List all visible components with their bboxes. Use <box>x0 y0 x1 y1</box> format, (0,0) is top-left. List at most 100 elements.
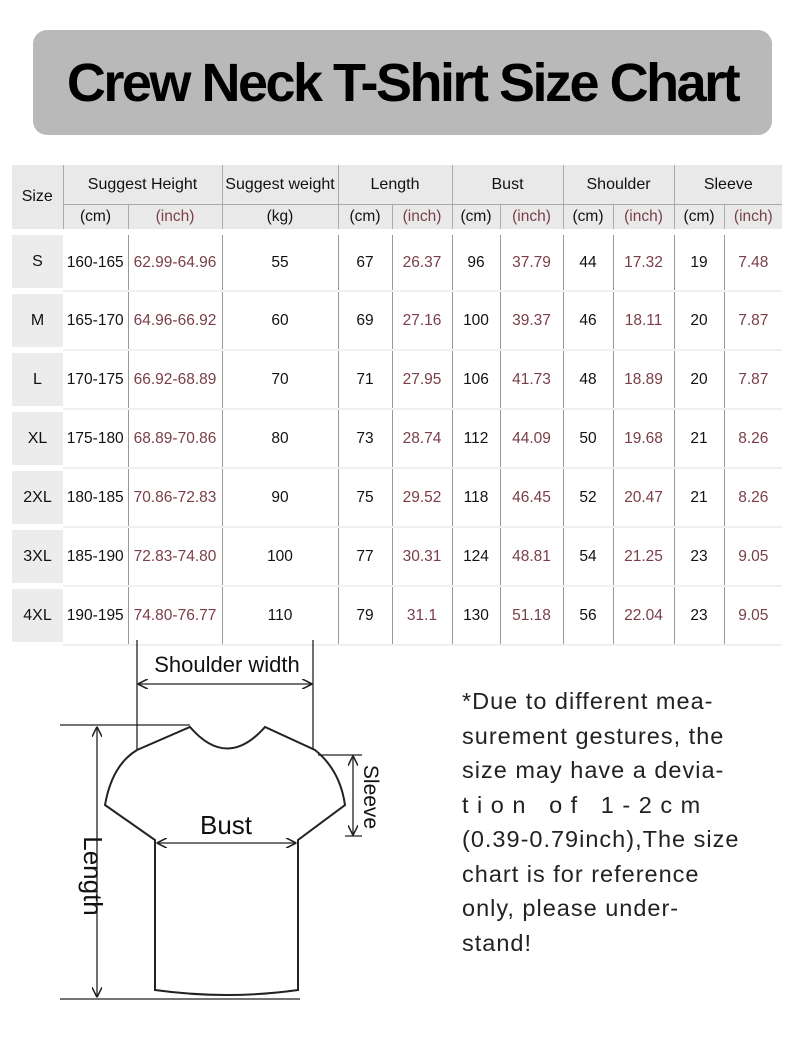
header-sleeve: Sleeve <box>674 165 783 205</box>
note-line: size may have a devia- <box>462 757 725 783</box>
value-cell: 175-180 <box>63 409 129 469</box>
value-cell: 75 <box>338 468 393 528</box>
size-cell: L <box>12 350 63 412</box>
value-cell: 124 <box>452 527 501 587</box>
value-cell: 54 <box>563 527 614 587</box>
header-bust: Bust <box>452 165 564 205</box>
value-cell: 46 <box>563 291 614 351</box>
value-cell: 22.04 <box>613 586 675 646</box>
size-cell: 2XL <box>12 468 63 530</box>
value-cell: 160-165 <box>63 235 129 292</box>
value-cell: 8.26 <box>724 468 783 528</box>
value-cell: 165-170 <box>63 291 129 351</box>
title-banner: Crew Neck T-Shirt Size Chart <box>33 30 772 135</box>
table-row: 3XL 185-190 72.83-74.80 100 77 30.31 124 48.81 5… <box>12 527 783 589</box>
page-title: Crew Neck T-Shirt Size Chart <box>66 52 741 113</box>
value-cell: 180-185 <box>63 468 129 528</box>
shoulder-width-label: Shoulder width <box>154 652 300 677</box>
unit-header: (inch) <box>500 204 564 229</box>
value-cell: 18.11 <box>613 291 675 351</box>
value-cell: 185-190 <box>63 527 129 587</box>
unit-header: (kg) <box>222 204 339 229</box>
table-row: L 170-175 66.92-68.89 70 71 27.95 106 41.73 48 18… <box>12 350 783 412</box>
value-cell: 26.37 <box>392 235 453 292</box>
note-line: (0.39-0.79inch),The size <box>462 826 740 852</box>
header-weight: Suggest weight <box>222 165 339 205</box>
value-cell: 68.89-70.86 <box>128 409 223 469</box>
value-cell: 96 <box>452 235 501 292</box>
size-deviation-note: *Due to different mea-surement gestures,… <box>462 684 739 960</box>
size-cell: 3XL <box>12 527 63 589</box>
value-cell: 64.96-66.92 <box>128 291 223 351</box>
value-cell: 56 <box>563 586 614 646</box>
value-cell: 74.80-76.77 <box>128 586 223 646</box>
table-row: XL 175-180 68.89-70.86 80 73 28.74 112 44.09 50 1… <box>12 409 783 471</box>
value-cell: 7.87 <box>724 291 783 351</box>
value-cell: 31.1 <box>392 586 453 646</box>
value-cell: 28.74 <box>392 409 453 469</box>
value-cell: 50 <box>563 409 614 469</box>
tshirt-diagram: Shoulder width Bust Length Sleeve <box>60 640 382 1000</box>
value-cell: 29.52 <box>392 468 453 528</box>
header-size: Size <box>12 165 64 229</box>
value-cell: 62.99-64.96 <box>128 235 223 292</box>
value-cell: 48 <box>563 350 614 410</box>
header-height: Suggest Height <box>63 165 223 205</box>
unit-header: (inch) <box>724 204 783 229</box>
value-cell: 48.81 <box>500 527 564 587</box>
sleeve-label: Sleeve <box>359 765 382 829</box>
length-label: Length <box>78 836 108 916</box>
value-cell: 27.95 <box>392 350 453 410</box>
value-cell: 44.09 <box>500 409 564 469</box>
value-cell: 52 <box>563 468 614 528</box>
note-line: *Due to different mea- <box>462 688 714 714</box>
value-cell: 70 <box>222 350 339 410</box>
value-cell: 67 <box>338 235 393 292</box>
value-cell: 79 <box>338 586 393 646</box>
value-cell: 71 <box>338 350 393 410</box>
value-cell: 23 <box>674 527 725 587</box>
value-cell: 60 <box>222 291 339 351</box>
size-table: Size Suggest Height Suggest weight Lengt… <box>12 165 783 648</box>
unit-header: (inch) <box>392 204 453 229</box>
note-line: surement gestures, the <box>462 722 725 749</box>
value-cell: 72.83-74.80 <box>128 527 223 587</box>
value-cell: 66.92-68.89 <box>128 350 223 410</box>
value-cell: 37.79 <box>500 235 564 292</box>
value-cell: 20.47 <box>613 468 675 528</box>
value-cell: 190-195 <box>63 586 129 646</box>
note-line: t i o n o f 1 - 2 c m <box>462 791 702 818</box>
value-cell: 90 <box>222 468 339 528</box>
table-row: 2XL 180-185 70.86-72.83 90 75 29.52 118 46.45 52… <box>12 468 783 530</box>
value-cell: 21 <box>674 468 725 528</box>
size-cell: M <box>12 291 63 353</box>
value-cell: 27.16 <box>392 291 453 351</box>
value-cell: 130 <box>452 586 501 646</box>
value-cell: 7.48 <box>724 235 783 292</box>
value-cell: 23 <box>674 586 725 646</box>
value-cell: 17.32 <box>613 235 675 292</box>
unit-header: (inch) <box>613 204 675 229</box>
value-cell: 112 <box>452 409 501 469</box>
header-shoulder: Shoulder <box>563 165 675 205</box>
header-length: Length <box>338 165 453 205</box>
size-cell: 4XL <box>12 586 63 648</box>
value-cell: 100 <box>222 527 339 587</box>
value-cell: 110 <box>222 586 339 646</box>
value-cell: 44 <box>563 235 614 292</box>
value-cell: 69 <box>338 291 393 351</box>
value-cell: 106 <box>452 350 501 410</box>
unit-header: (inch) <box>128 204 223 229</box>
value-cell: 20 <box>674 291 725 351</box>
unit-header: (cm) <box>338 204 393 229</box>
table-row: 4XL 190-195 74.80-76.77 110 79 31.1 130 51.18 56… <box>12 586 783 648</box>
value-cell: 39.37 <box>500 291 564 351</box>
value-cell: 7.87 <box>724 350 783 410</box>
value-cell: 77 <box>338 527 393 587</box>
value-cell: 118 <box>452 468 501 528</box>
value-cell: 9.05 <box>724 527 783 587</box>
value-cell: 170-175 <box>63 350 129 410</box>
unit-header: (cm) <box>563 204 614 229</box>
value-cell: 20 <box>674 350 725 410</box>
value-cell: 19.68 <box>613 409 675 469</box>
